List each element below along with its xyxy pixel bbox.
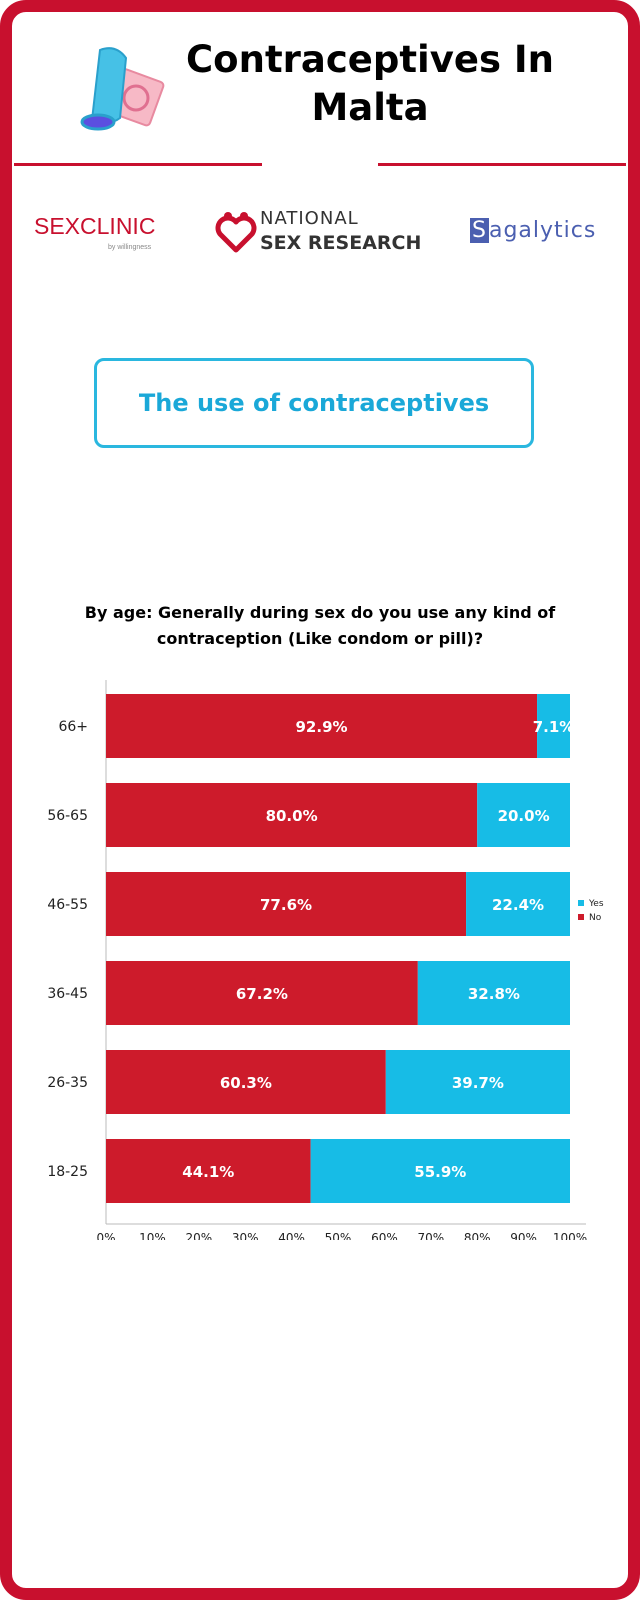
bar-value-label: 39.7% bbox=[452, 1074, 504, 1092]
bar-value-label: 44.1% bbox=[182, 1163, 234, 1181]
divider-left bbox=[14, 163, 262, 166]
bar-yes bbox=[417, 961, 570, 1025]
x-tick-label: 60% bbox=[371, 1231, 398, 1240]
x-tick-label: 70% bbox=[417, 1231, 444, 1240]
x-tick-label: 30% bbox=[232, 1231, 259, 1240]
category-label: 66+ bbox=[58, 719, 88, 735]
chart-title: By age: Generally during sex do you use … bbox=[84, 603, 556, 648]
sagalytics-logo: Sagalytics bbox=[470, 218, 596, 243]
nsr-logo-line1: NATIONAL bbox=[260, 208, 359, 229]
bar-value-label: 7.1% bbox=[533, 718, 575, 736]
legend-label-no: No bbox=[589, 913, 602, 923]
bar-no bbox=[106, 1139, 311, 1203]
bar-value-label: 22.4% bbox=[492, 896, 544, 914]
bar-yes bbox=[385, 1050, 570, 1114]
x-tick-label: 40% bbox=[278, 1231, 305, 1240]
x-tick-label: 100% bbox=[553, 1231, 587, 1240]
bar-value-label: 20.0% bbox=[498, 807, 550, 825]
bar-no bbox=[106, 961, 418, 1025]
bar-no bbox=[106, 783, 478, 847]
sexclinic-logo-text: SEXCLINIC bbox=[34, 213, 156, 239]
bar-value-label: 77.6% bbox=[260, 896, 312, 914]
section-heading-box: The use of contraceptives bbox=[94, 358, 534, 448]
bar-value-label: 80.0% bbox=[266, 807, 318, 825]
category-label: 36-45 bbox=[47, 986, 88, 1002]
bar-no bbox=[106, 694, 538, 758]
x-tick-label: 90% bbox=[510, 1231, 537, 1240]
sexclinic-logo-subtext: by willingness bbox=[108, 244, 152, 251]
sagalytics-logo-initial: S bbox=[470, 218, 489, 243]
category-label: 46-55 bbox=[47, 897, 88, 913]
x-tick-label: 0% bbox=[96, 1231, 115, 1240]
bar-value-label: 67.2% bbox=[236, 985, 288, 1003]
category-label: 26-35 bbox=[47, 1075, 88, 1091]
stacked-bar-chart: 66+ 92.9% 7.1% 56-65 80.0% 20.0% 46-55 77.6% 22.… bbox=[47, 680, 604, 1240]
x-tick-label: 50% bbox=[325, 1231, 352, 1240]
legend-swatch-yes bbox=[578, 900, 584, 906]
bar-value-label: 60.3% bbox=[220, 1074, 272, 1092]
bar-no bbox=[106, 1050, 386, 1114]
category-label: 56-65 bbox=[47, 808, 88, 824]
bar-yes bbox=[466, 872, 570, 936]
condom-illustration bbox=[80, 47, 165, 131]
bar-no bbox=[106, 872, 467, 936]
bar-value-label: 92.9% bbox=[296, 718, 348, 736]
page-title: Contraceptives In Malta bbox=[186, 38, 554, 129]
bar-value-label: 55.9% bbox=[414, 1163, 466, 1181]
x-tick-label: 10% bbox=[139, 1231, 166, 1240]
bar-yes bbox=[477, 783, 570, 847]
x-tick-label: 80% bbox=[464, 1231, 491, 1240]
divider-right bbox=[378, 163, 626, 166]
section-title: The use of contraceptives bbox=[138, 389, 490, 417]
heart-logo-icon bbox=[215, 212, 257, 253]
legend-swatch-no bbox=[578, 914, 584, 920]
sagalytics-logo-rest: agalytics bbox=[488, 218, 597, 243]
bar-yes bbox=[310, 1139, 570, 1203]
bar-value-label: 32.8% bbox=[468, 985, 520, 1003]
nsr-logo-line2: SEX RESEARCH bbox=[260, 232, 422, 254]
legend-label-yes: Yes bbox=[588, 899, 604, 909]
category-label: 18-25 bbox=[47, 1164, 88, 1180]
bar-yes bbox=[537, 694, 570, 758]
x-tick-label: 20% bbox=[185, 1231, 212, 1240]
